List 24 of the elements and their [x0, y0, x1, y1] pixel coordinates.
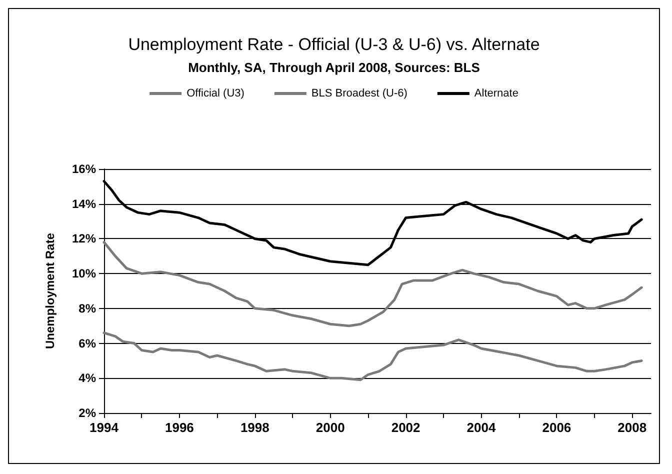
- y-tick-label: 8%: [78, 301, 96, 316]
- line-series: [102, 240, 643, 328]
- y-tick-label: 2%: [78, 406, 96, 420]
- y-tick-label: 4%: [78, 371, 96, 386]
- x-tick-label: 2006: [542, 420, 572, 435]
- x-tick-label: 2000: [316, 420, 345, 435]
- legend-label: BLS Broadest (U-6): [311, 88, 408, 100]
- x-tick-label: 1998: [240, 420, 270, 435]
- y-axis-title: Unemployment Rate: [43, 232, 57, 350]
- legend-label: Official (U3): [186, 88, 244, 100]
- chart-subtitle: Monthly, SA, Through April 2008, Sources: BLS: [188, 60, 480, 75]
- chart-title: Unemployment Rate - Official (U-3 & U-6) vs. Alternate: [128, 35, 540, 54]
- y-tick-label: 16%: [72, 162, 96, 176]
- y-tick-label: 6%: [78, 336, 96, 350]
- x-tick-label: 1994: [90, 420, 120, 435]
- y-tick-label: 12%: [72, 232, 96, 246]
- legend-label: Alternate: [474, 88, 518, 100]
- y-tick-label: 14%: [72, 196, 96, 211]
- x-tick-label: 1996: [164, 420, 194, 435]
- x-tick-label: 2004: [466, 420, 496, 435]
- x-tick-label: 2008: [618, 420, 647, 435]
- line-series: [102, 332, 643, 382]
- y-tick-label: 10%: [72, 266, 96, 281]
- x-tick-label: 2002: [391, 420, 420, 435]
